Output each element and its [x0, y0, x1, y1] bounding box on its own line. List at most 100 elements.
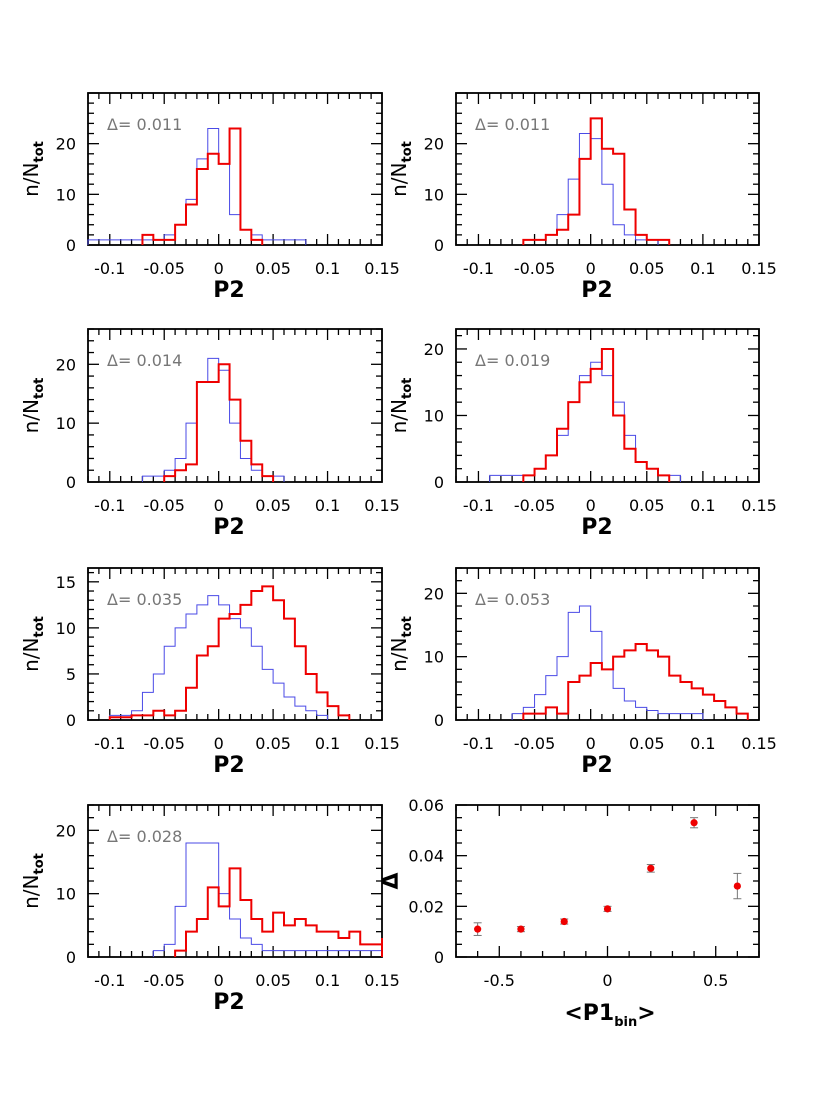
panel-2: -0.1 -0.05 0 0.05 0.1 0.15 0 10 20 P2 n/Ntot Δ= 0.0… — [387, 92, 777, 303]
y-axis-title-main: n/N — [387, 638, 411, 672]
x-tick-label: -0.1 — [94, 259, 125, 278]
x-tick-label: 0.1 — [690, 496, 715, 515]
y-axis-title-subscript: tot — [32, 378, 47, 399]
x-tick-label: 0.1 — [315, 259, 340, 278]
y-tick-label: 20 — [56, 135, 76, 154]
x-tick-label: -0.05 — [144, 496, 185, 515]
x-tick-label: 0.1 — [315, 971, 340, 990]
delta-annotation: Δ= 0.019 — [475, 351, 550, 370]
x-tick-label: 0.15 — [741, 259, 777, 278]
panel-8: -0.5 0 0.5 0 0.02 0.04 0.06 <P1bin> Δ — [379, 796, 760, 1030]
x-tick-label: 0.15 — [741, 734, 777, 753]
y-axis-title-subscript: tot — [400, 378, 415, 399]
x-tick-label: -0.05 — [514, 259, 555, 278]
x-tick-label: -0.05 — [144, 734, 185, 753]
delta-annotation: Δ= 0.011 — [475, 115, 550, 134]
panel-7: -0.1 -0.05 0 0.05 0.1 0.15 0 10 20 P2 n/Ntot Δ= 0.0… — [19, 804, 400, 1015]
x-tick-label: -0.1 — [463, 259, 494, 278]
x-tick-label: -0.1 — [463, 734, 494, 753]
y-tick-label: 20 — [56, 355, 76, 374]
panel-4: -0.1 -0.05 0 0.05 0.1 0.15 0 10 20 P2 n/Ntot Δ= 0.0… — [387, 328, 777, 540]
y-axis-title-main: n/N — [387, 163, 411, 197]
y-axis-title: Δ — [379, 872, 404, 889]
x-tick-label: 0.15 — [364, 259, 400, 278]
x-tick-label: 0 — [602, 971, 612, 990]
y-tick-label: 10 — [424, 406, 444, 425]
y-axis-title: n/Ntot — [19, 141, 47, 197]
panel-6: -0.1 -0.05 0 0.05 0.1 0.15 0 10 20 P2 n/Ntot Δ= 0.0… — [387, 567, 777, 778]
y-axis-title-main: n/N — [19, 163, 43, 197]
plot-frame — [87, 92, 383, 246]
y-axis-title-main: n/N — [19, 638, 43, 672]
y-tick-label: 0.02 — [408, 897, 444, 916]
y-axis-title-subscript: tot — [32, 141, 47, 162]
x-tick-label: 0 — [214, 259, 224, 278]
plot-frame — [455, 92, 760, 246]
y-tick-label: 10 — [56, 885, 76, 904]
data-point — [560, 917, 568, 926]
histogram-series-blue — [152, 842, 383, 957]
y-axis-title-subscript: tot — [32, 853, 47, 874]
y-tick-label: 0 — [434, 948, 444, 967]
histogram-series-blue — [489, 361, 681, 482]
y-tick-label: 20 — [424, 584, 444, 603]
y-axis-title: n/Ntot — [19, 616, 47, 672]
x-tick-label: 0.05 — [255, 734, 291, 753]
x-tick-label: 0.15 — [364, 496, 400, 515]
panel-3: -0.1 -0.05 0 0.05 0.1 0.15 0 10 20 P2 n/Ntot Δ= 0.0… — [19, 328, 400, 540]
histogram-series-blue — [141, 357, 285, 482]
x-tick-label: -0.1 — [463, 496, 494, 515]
x-tick-label: -0.1 — [94, 971, 125, 990]
x-tick-label: 0 — [214, 496, 224, 515]
x-tick-label: 0.05 — [255, 259, 291, 278]
x-axis-title: <P1bin> — [564, 1001, 655, 1030]
y-tick-label: 0 — [434, 711, 444, 730]
data-point — [733, 882, 741, 890]
y-tick-label: 15 — [56, 573, 76, 592]
x-axis-title-subscript: bin — [614, 1015, 637, 1030]
x-axis-title: P2 — [213, 990, 244, 1015]
x-tick-label: -0.05 — [514, 496, 555, 515]
x-tick-label: -0.1 — [94, 734, 125, 753]
y-axis-title-subscript: tot — [400, 616, 415, 637]
x-tick-label: 0.5 — [703, 971, 728, 990]
x-axis-title: P2 — [213, 753, 244, 778]
x-tick-label: 0.05 — [255, 496, 291, 515]
y-axis-title: n/Ntot — [19, 378, 47, 434]
histogram-series-red — [174, 867, 383, 957]
x-tick-label: 0.05 — [629, 259, 665, 278]
x-tick-label: 0 — [214, 734, 224, 753]
y-tick-label: 0 — [434, 236, 444, 255]
y-axis-title: n/Ntot — [19, 853, 47, 909]
y-tick-label: 20 — [56, 821, 76, 840]
y-axis-title-main: n/N — [19, 399, 43, 433]
histogram-series-red — [522, 117, 671, 245]
x-tick-label: 0.1 — [315, 496, 340, 515]
x-tick-label: 0.05 — [255, 971, 291, 990]
y-tick-label: 0 — [434, 473, 444, 492]
x-tick-label: -0.05 — [144, 259, 185, 278]
y-tick-label: 5 — [66, 665, 76, 684]
x-tick-label: 0.1 — [690, 734, 715, 753]
x-tick-label: 0.05 — [629, 496, 665, 515]
y-tick-label: 0.06 — [408, 796, 444, 815]
y-tick-label: 20 — [424, 340, 444, 359]
y-tick-label: 0 — [66, 236, 76, 255]
data-point — [690, 819, 698, 827]
histogram-series-red — [108, 585, 351, 720]
x-tick-label: 0.1 — [315, 734, 340, 753]
x-axis-title: P2 — [581, 515, 612, 540]
x-axis-title-main: <P1 — [564, 1001, 614, 1026]
x-tick-label: 0 — [586, 259, 596, 278]
delta-annotation: Δ= 0.028 — [107, 827, 182, 846]
x-axis-title: P2 — [581, 278, 612, 303]
data-point — [517, 925, 525, 933]
y-tick-label: 10 — [56, 414, 76, 433]
y-tick-label: 10 — [424, 185, 444, 204]
x-axis-title: P2 — [213, 515, 244, 540]
x-tick-label: -0.1 — [94, 496, 125, 515]
y-axis-title: n/Ntot — [387, 378, 415, 434]
delta-annotation: Δ= 0.011 — [107, 115, 182, 134]
x-tick-label: 0.15 — [741, 496, 777, 515]
